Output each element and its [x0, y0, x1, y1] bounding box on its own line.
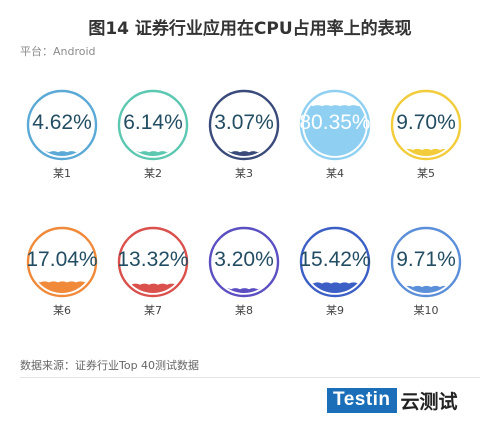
gauge-circle-8	[208, 226, 280, 298]
gauge-value: 6.14%	[123, 111, 183, 134]
gauge-9: 15.42% 某9	[299, 226, 371, 318]
gauge-ring-8	[208, 226, 280, 298]
gauge-circle-6	[26, 226, 98, 298]
gauge-label: 某2	[144, 167, 162, 180]
gauge-2: 6.14% 某2	[117, 89, 189, 181]
gauge-6: 17.04% 某6	[26, 226, 98, 318]
gauge-value: 9.70%	[396, 111, 456, 134]
gauge-ring-2	[117, 89, 189, 161]
gauge-value: 15.42%	[299, 248, 371, 271]
gauge-circle-10	[390, 226, 462, 298]
gauge-circle-1	[26, 89, 98, 161]
brand-cn: 云测试	[400, 391, 458, 413]
gauge-ring-10	[390, 226, 462, 298]
gauge-value: 3.20%	[214, 248, 274, 271]
gauge-8: 3.20% 某8	[208, 226, 280, 318]
gauge-3: 3.07% 某3	[208, 89, 280, 181]
gauge-ring-7	[117, 226, 189, 298]
platform-label: 平台：Android	[20, 45, 96, 58]
gauge-5: 9.70% 某5	[390, 89, 462, 181]
gauge-1: 4.62% 某1	[26, 89, 98, 181]
gauge-label: 某7	[144, 304, 162, 317]
gauge-circle-4	[299, 89, 371, 161]
brand-logo: Testin 云测试	[327, 387, 458, 414]
gauge-circle-5	[390, 89, 462, 161]
gauge-value: 3.07%	[214, 111, 274, 134]
gauge-label: 某9	[326, 304, 344, 317]
gauge-ring-1	[26, 89, 98, 161]
gauge-circle-9	[299, 226, 371, 298]
gauge-ring-4	[299, 89, 371, 161]
gauge-value: 17.04%	[26, 248, 98, 271]
gauge-value: 4.62%	[32, 111, 92, 134]
gauge-label: 某1	[53, 167, 71, 180]
source-note: 数据来源：证券行业Top 40测试数据	[20, 359, 200, 372]
gauge-circle-3	[208, 89, 280, 161]
gauge-ring-9	[299, 226, 371, 298]
gauge-10: 9.71% 某10	[390, 226, 462, 318]
gauge-ring-3	[208, 89, 280, 161]
gauge-7: 13.32% 某7	[117, 226, 189, 318]
gauge-value: 80.35%	[299, 111, 371, 134]
gauge-ring-5	[390, 89, 462, 161]
gauge-ring-6	[26, 226, 98, 298]
gauge-label: 某10	[413, 304, 439, 317]
gauge-label: 某4	[326, 167, 344, 180]
gauge-circle-2	[117, 89, 189, 161]
gauge-value: 9.71%	[396, 248, 456, 271]
gauge-label: 某6	[53, 304, 71, 317]
chart-title: 图14 证券行业应用在CPU占用率上的表现	[88, 19, 412, 39]
gauge-value: 13.32%	[117, 248, 189, 271]
gauge-label: 某5	[417, 167, 435, 180]
gauge-label: 某8	[235, 304, 253, 317]
footer-divider	[20, 377, 480, 378]
gauge-circle-7	[117, 226, 189, 298]
gauge-4: 80.35% 某4	[299, 89, 371, 181]
gauge-label: 某3	[235, 167, 253, 180]
brand-name: Testin	[327, 388, 397, 413]
